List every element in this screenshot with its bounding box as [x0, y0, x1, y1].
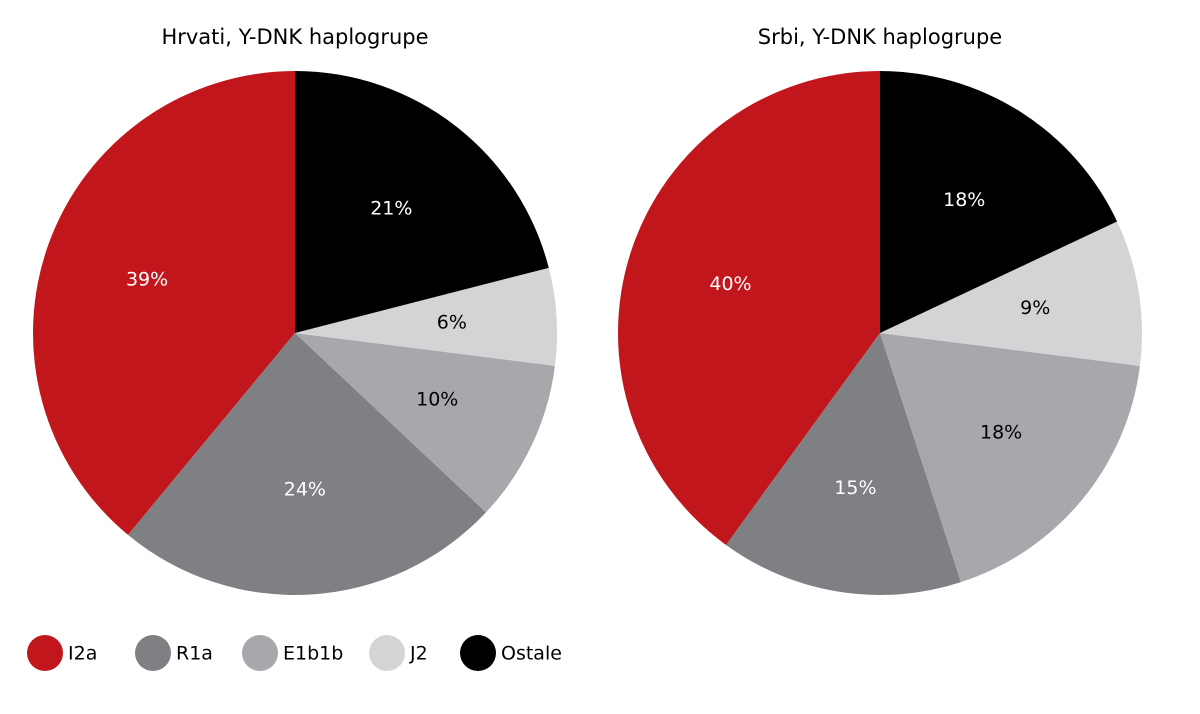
pie-slice [880, 221, 1142, 366]
slice-label: 39% [126, 268, 168, 290]
slice-label: 6% [437, 312, 467, 334]
pie-slice [32, 71, 295, 535]
pie-slice [880, 333, 1140, 583]
pie-slice [295, 333, 555, 513]
slice-label: 10% [416, 388, 458, 410]
legend-label: R1a [176, 643, 213, 665]
legend-marker [135, 635, 171, 671]
slice-label: 21% [370, 197, 412, 219]
legend-marker [27, 635, 63, 671]
pie-slice [127, 333, 486, 595]
pie-slice [618, 71, 880, 545]
pie-slice [295, 267, 557, 366]
slice-label: 9% [1020, 297, 1050, 319]
chart-title: Hrvati, Y-DNK haplogrupe [161, 25, 428, 49]
legend-label: J2 [409, 643, 428, 665]
chart-title: Srbi, Y-DNK haplogrupe [758, 25, 1002, 49]
slice-label: 18% [980, 422, 1022, 444]
slice-label: 18% [943, 189, 985, 211]
slice-label: 40% [709, 273, 751, 295]
legend-marker [369, 635, 405, 671]
pie-slice [295, 71, 549, 333]
legend-marker [460, 635, 496, 671]
slice-label: 24% [284, 478, 326, 500]
pie-slice [880, 71, 1118, 333]
legend-label: E1b1b [283, 643, 343, 665]
pie-slice [726, 333, 961, 595]
legend-marker [242, 635, 278, 671]
legend-label: Ostale [501, 643, 562, 665]
legend-label: I2a [68, 643, 97, 665]
slice-label: 15% [834, 477, 876, 499]
